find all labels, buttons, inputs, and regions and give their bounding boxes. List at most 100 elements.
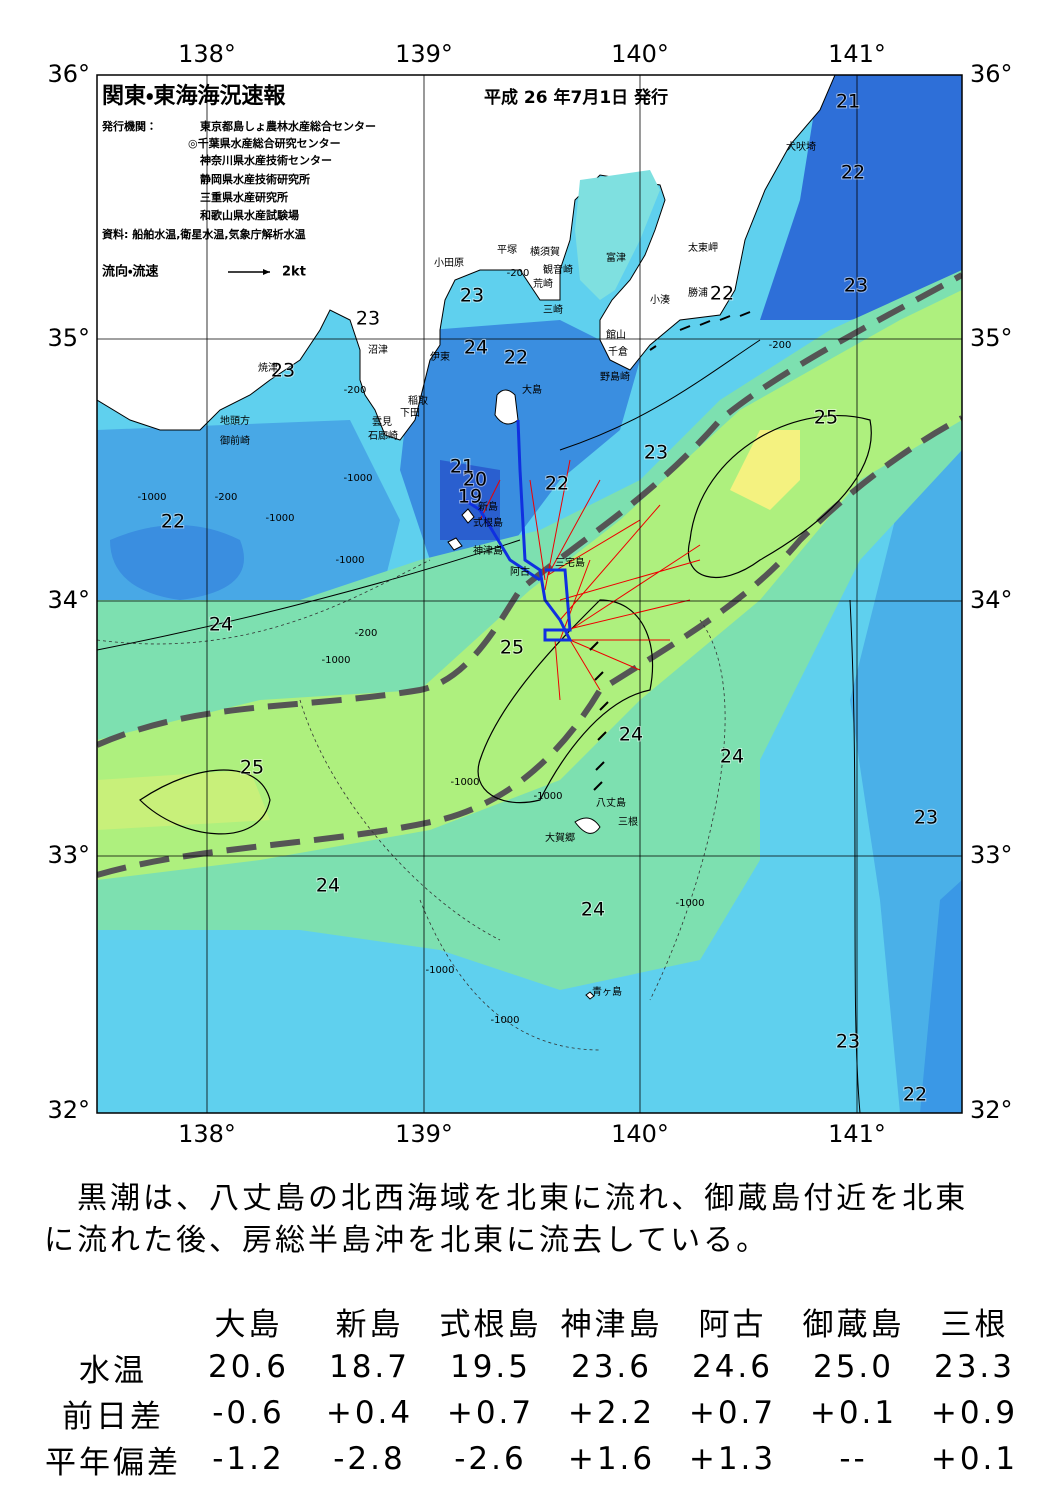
- table-row: 水温 20.6 18.7 19.5 23.6 24.6 25.0 23.3: [38, 1344, 1035, 1390]
- lat-label: 32°: [970, 1096, 1013, 1124]
- lon-label: 139°: [395, 40, 453, 68]
- table-cell: 平年偏差: [45, 1444, 181, 1481]
- place-name: 神津島: [473, 544, 503, 557]
- depth-label: -1000: [425, 965, 454, 976]
- place-name: 三宅島: [555, 556, 585, 569]
- place-name: 新島: [478, 500, 498, 513]
- place-name: 雲見: [372, 416, 392, 428]
- isotherm-label: 21: [836, 91, 860, 113]
- place-name: 伊東: [430, 350, 450, 363]
- ship-track: [464, 419, 573, 642]
- table-cell: 式根島: [439, 1306, 542, 1343]
- place-name: 石廊崎: [368, 429, 398, 442]
- isotherm-label: 22: [841, 162, 865, 184]
- isotherm-label: 21: [450, 456, 474, 478]
- issuer: 三重県水産研究所: [200, 190, 288, 204]
- depth-label: -200: [215, 492, 238, 503]
- map-title: 関東・東海海況速報: [102, 83, 286, 109]
- legend-arrow-head: [263, 269, 270, 275]
- table-cell: -0.6: [212, 1395, 285, 1431]
- table-cell: 阿古: [698, 1306, 767, 1343]
- table-cell: +0.7: [688, 1395, 777, 1431]
- table-cell: 23.6: [570, 1349, 653, 1385]
- lon-label: 140°: [611, 40, 669, 68]
- depth-label: -200: [344, 385, 367, 396]
- issuer: 東京都島しょ農林水産総合センター: [200, 119, 376, 133]
- depth-label: -1000: [675, 898, 704, 909]
- isotherm-label: 24: [720, 746, 744, 768]
- table-cell: +0.4: [325, 1395, 414, 1431]
- table-cell: +1.6: [567, 1441, 656, 1477]
- isotherm-label: 22: [710, 283, 734, 305]
- lon-label: 141°: [828, 40, 886, 68]
- place-name: 小湊: [650, 293, 670, 306]
- lon-label: 138°: [178, 40, 236, 68]
- isotherm-label: 23: [356, 308, 380, 330]
- isotherm-label: 23: [836, 1031, 860, 1053]
- depth-label: -1000: [321, 655, 350, 666]
- place-name: 平塚: [497, 244, 517, 256]
- depth-label: -1000: [265, 513, 294, 524]
- table-row: 前日差 -0.6 +0.4 +0.7 +2.2 +0.7 +0.1 +0.9: [38, 1390, 1035, 1436]
- isotherm-label: 23: [914, 807, 938, 829]
- isotherm-label: 22: [161, 511, 185, 533]
- isotherm-label: 24: [464, 337, 488, 359]
- description-line: に流れた後、房総半島沖を北東に流去している。: [44, 1223, 770, 1258]
- lat-label: 36°: [970, 60, 1013, 88]
- place-name: 阿古: [510, 565, 530, 578]
- lon-label: 141°: [828, 1120, 886, 1148]
- table-cell: 大島: [214, 1306, 283, 1343]
- isotherm-label: 24: [316, 875, 340, 897]
- table-cell: 18.7: [328, 1349, 411, 1385]
- depth-label: -1000: [343, 473, 372, 484]
- contours: [97, 272, 962, 1113]
- isotherm-label: 24: [209, 614, 233, 636]
- depth-label: -1000: [450, 777, 479, 788]
- place-name: 太東岬: [688, 241, 718, 254]
- kuroshio-south: [97, 415, 962, 878]
- place-name: 千倉: [608, 346, 628, 358]
- table-cell: -1.2: [212, 1441, 285, 1477]
- kuroshio-north: [97, 272, 962, 748]
- place-name: 式根島: [473, 516, 503, 529]
- place-name: 勝浦: [688, 286, 708, 299]
- place-name: 稲取: [408, 395, 428, 407]
- isotherm-label: 19: [458, 486, 482, 508]
- isotherm-label: 24: [619, 724, 643, 746]
- isotherm-label: 24: [581, 899, 605, 921]
- isotherm-label: 22: [504, 347, 528, 369]
- lat-label: 34°: [47, 586, 90, 614]
- isotherm-label: 23: [844, 275, 868, 297]
- table-cell: +0.7: [446, 1395, 535, 1431]
- depth-label: -1000: [335, 555, 364, 566]
- issue-date: 平成 26 年7月1日 発行: [484, 87, 668, 108]
- issuer: 静岡県水産技術研究所: [200, 172, 310, 186]
- place-name: 三崎: [543, 303, 563, 316]
- isotherm-label: 25: [814, 407, 838, 429]
- arrows-black: [589, 311, 751, 791]
- table-cell: [38, 1298, 188, 1344]
- place-name: 沼津: [368, 343, 388, 356]
- place-name: 犬吠埼: [786, 140, 816, 153]
- legend-scale: 2kt: [282, 265, 306, 280]
- table-cell: -2.8: [333, 1441, 406, 1477]
- lat-label: 36°: [47, 60, 90, 88]
- place-name: 横須賀: [530, 245, 560, 258]
- sources: 資料: 船舶水温,衛星水温,気象庁解析水温: [102, 227, 306, 241]
- table-cell: 前日差: [62, 1398, 164, 1435]
- table-cell: +2.2: [567, 1395, 656, 1431]
- table-cell: 御蔵島: [802, 1306, 905, 1343]
- place-name: 御前崎: [220, 434, 250, 447]
- issuer: 和歌山県水産試験場: [200, 208, 299, 222]
- description-line: 黒潮は、八丈島の北西海域を北東に流れ、御蔵島付近を北東: [44, 1181, 969, 1216]
- depth-label: -200: [355, 628, 378, 639]
- table-cell: --: [839, 1441, 868, 1477]
- isotherm-label: 23: [271, 360, 295, 382]
- table-cell: +1.3: [688, 1441, 777, 1477]
- isotherm-label: 22: [903, 1084, 927, 1106]
- issuer: 神奈川県水産技術センター: [199, 153, 332, 167]
- lat-label: 35°: [970, 324, 1013, 352]
- place-name: 下田: [400, 408, 420, 419]
- lat-label: 33°: [47, 841, 90, 869]
